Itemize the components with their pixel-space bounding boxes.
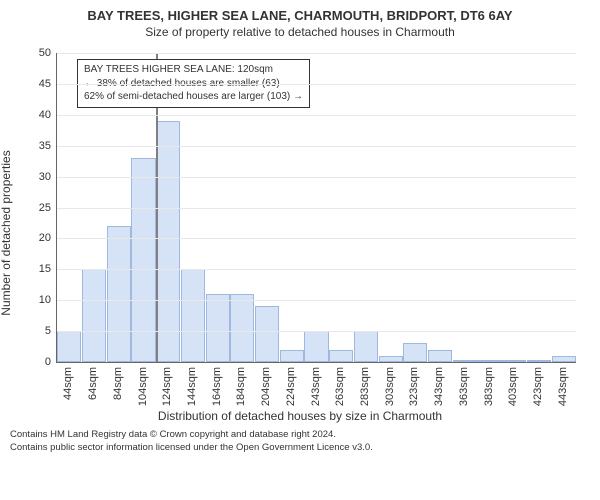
- histogram-bar: [156, 121, 180, 362]
- x-tick-label: 443sqm: [557, 367, 569, 406]
- histogram-bar: [379, 356, 403, 362]
- x-tick-label: 84sqm: [112, 367, 124, 400]
- annotation-line: BAY TREES HIGHER SEA LANE: 120sqm: [84, 63, 303, 77]
- grid-line: [57, 177, 576, 178]
- x-tick-container: 44sqm 64sqm 84sqm 104sqm 124sqm 144sqm 164sqm 1…: [56, 363, 576, 413]
- y-tick-label: 40: [39, 109, 57, 121]
- x-tick-label: 363sqm: [458, 367, 470, 406]
- x-tick-label: 423sqm: [532, 367, 544, 406]
- y-tick-label: 25: [39, 202, 57, 214]
- y-tick-label: 20: [39, 232, 57, 244]
- grid-line: [57, 300, 576, 301]
- histogram-bar: [280, 350, 304, 362]
- chart-subtitle: Size of property relative to detached ho…: [0, 23, 600, 43]
- x-tick-label: 323sqm: [408, 367, 420, 406]
- x-tick-label: 243sqm: [310, 367, 322, 406]
- histogram-bar: [329, 350, 353, 362]
- y-axis-label: Number of detached properties: [0, 150, 13, 315]
- histogram-bar: [107, 226, 131, 362]
- x-tick-label: 343sqm: [433, 367, 445, 406]
- y-tick-label: 10: [39, 294, 57, 306]
- histogram-bar: [428, 350, 452, 362]
- y-tick-label: 50: [39, 47, 57, 59]
- y-tick-label: 35: [39, 140, 57, 152]
- histogram-bar: [181, 269, 205, 362]
- histogram-bar: [82, 269, 106, 362]
- y-tick-label: 30: [39, 171, 57, 183]
- histogram-bar: [453, 360, 477, 362]
- histogram-bar: [403, 343, 427, 362]
- x-tick-label: 104sqm: [137, 367, 149, 406]
- grid-line: [57, 146, 576, 147]
- x-tick-label: 164sqm: [211, 367, 223, 406]
- x-tick-label: 224sqm: [285, 367, 297, 406]
- grid-line: [57, 208, 576, 209]
- grid-line: [57, 238, 576, 239]
- histogram-bar: [502, 360, 526, 362]
- y-tick-label: 15: [39, 263, 57, 275]
- grid-line: [57, 331, 576, 332]
- y-tick-label: 5: [45, 325, 57, 337]
- histogram-bar: [206, 294, 230, 362]
- histogram-bar: [57, 331, 81, 362]
- grid-line: [57, 84, 576, 85]
- x-tick-label: 144sqm: [186, 367, 198, 406]
- footer-line: Contains HM Land Registry data © Crown c…: [10, 429, 590, 442]
- chart-area: Number of detached properties BAY TREES …: [0, 43, 600, 423]
- x-tick-label: 383sqm: [483, 367, 495, 406]
- histogram-bar: [477, 360, 501, 362]
- footer-line: Contains public sector information licen…: [10, 442, 590, 455]
- histogram-bar: [255, 306, 279, 362]
- histogram-bar: [230, 294, 254, 362]
- footer-attribution: Contains HM Land Registry data © Crown c…: [0, 423, 600, 455]
- x-tick-label: 184sqm: [235, 367, 247, 406]
- histogram-bar: [304, 331, 328, 362]
- histogram-bar: [354, 331, 378, 362]
- histogram-bar: [552, 356, 576, 362]
- grid-line: [57, 53, 576, 54]
- x-axis-label: Distribution of detached houses by size …: [0, 409, 600, 423]
- x-tick-label: 204sqm: [260, 367, 272, 406]
- grid-line: [57, 269, 576, 270]
- x-tick-label: 403sqm: [507, 367, 519, 406]
- x-tick-label: 263sqm: [334, 367, 346, 406]
- x-tick-label: 303sqm: [384, 367, 396, 406]
- x-tick-label: 283sqm: [359, 367, 371, 406]
- grid-line: [57, 115, 576, 116]
- x-tick-label: 64sqm: [87, 367, 99, 400]
- y-tick-label: 45: [39, 78, 57, 90]
- x-tick-label: 44sqm: [62, 367, 74, 400]
- x-tick-label: 124sqm: [161, 367, 173, 406]
- chart-title: BAY TREES, HIGHER SEA LANE, CHARMOUTH, B…: [0, 0, 600, 23]
- annotation-line: 62% of semi-detached houses are larger (…: [84, 90, 303, 104]
- plot-region: BAY TREES HIGHER SEA LANE: 120sqm ← 38% …: [56, 53, 576, 363]
- histogram-bar: [527, 360, 551, 362]
